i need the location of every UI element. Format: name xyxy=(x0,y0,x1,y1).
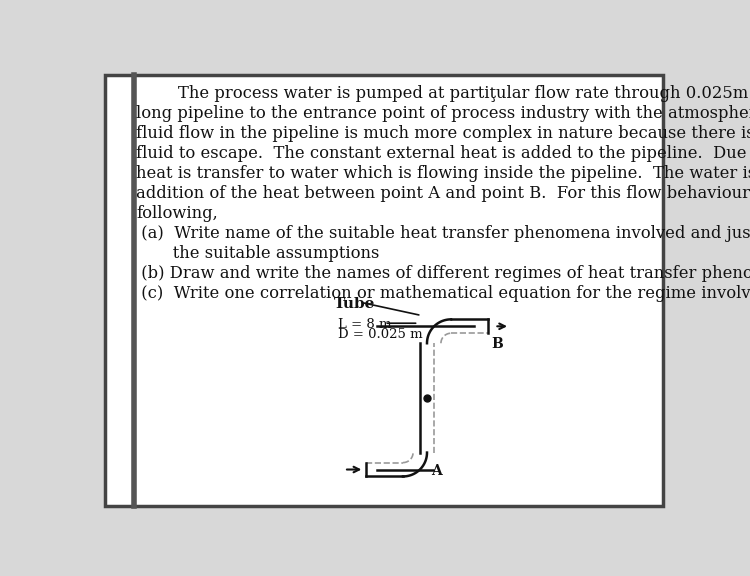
Text: the suitable assumptions: the suitable assumptions xyxy=(136,245,380,262)
Text: long pipeline to the entrance point of process industry with the atmosphere cond: long pipeline to the entrance point of p… xyxy=(136,104,750,122)
Text: heat is transfer to water which is flowing inside the pipeline.  The water is bo: heat is transfer to water which is flowi… xyxy=(136,165,750,181)
Text: The process water is pumped at partiţular flow rate through 0.025m diameter and : The process water is pumped at partiţula… xyxy=(136,85,750,101)
Text: A: A xyxy=(430,464,442,478)
Text: addition of the heat between point A and point B.  For this flow behaviour in pi: addition of the heat between point A and… xyxy=(136,185,750,202)
Text: B: B xyxy=(491,337,503,351)
Text: (b) Draw and write the names of different regimes of heat transfer phenomena.: (b) Draw and write the names of differen… xyxy=(136,265,750,282)
Text: L = 8 m: L = 8 m xyxy=(338,318,392,331)
Text: following,: following, xyxy=(136,204,218,222)
Text: Tube: Tube xyxy=(334,297,375,311)
Text: (c)  Write one correlation or mathematical equation for the regime involved: (c) Write one correlation or mathematica… xyxy=(136,285,750,302)
Text: fluid flow in the pipeline is much more complex in nature because there is no fr: fluid flow in the pipeline is much more … xyxy=(136,124,750,142)
Text: fluid to escape.  The constant external heat is added to the pipeline.  Due to t: fluid to escape. The constant external h… xyxy=(136,145,750,162)
Text: D = 0.025 m: D = 0.025 m xyxy=(338,328,422,341)
Text: (a)  Write name of the suitable heat transfer phenomena involved and justify you: (a) Write name of the suitable heat tran… xyxy=(136,225,750,242)
